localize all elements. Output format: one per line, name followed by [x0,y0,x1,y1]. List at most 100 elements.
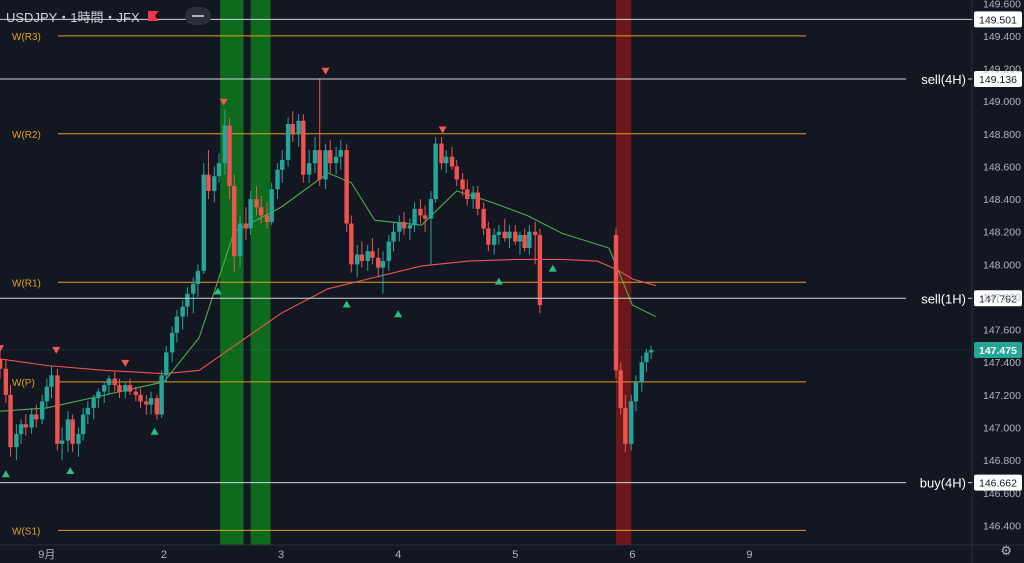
y-tick-label-1: 149.400 [983,31,1021,43]
price-axis[interactable]: 149.600 149.400 149.200 149.000 148.800 148.6… [983,0,1021,532]
candle-98 [513,225,518,245]
candle-body-97 [507,231,512,239]
candle-63 [328,140,333,173]
candle-body-104 [613,234,619,371]
candle-57 [296,114,301,147]
candle-45 [232,174,237,273]
candle-body-2 [8,394,13,448]
candle-16 [80,407,86,441]
candle-body-71 [370,251,375,258]
candle-body-55 [285,124,291,160]
pivot-label-2: W(R1) [12,278,41,289]
candle-body-100 [522,234,527,249]
candle-body-27 [138,394,143,402]
candle-60 [312,137,318,173]
sell-signal-triangle-3 [219,98,228,106]
candle-26 [133,386,139,402]
candle-body-29 [148,398,154,405]
pivot-label-1: W(R2) [12,130,41,141]
candle-body-105 [618,370,623,408]
candle-5 [23,414,28,436]
candle-body-64 [333,156,339,164]
candle-body-91 [475,192,481,209]
visibility-toggle-icon[interactable] [184,7,211,25]
candle-24 [123,381,128,399]
price-line-value-0: 149.501 [979,14,1017,26]
candle-62 [323,143,328,190]
candle-66 [344,143,349,232]
candle-65 [338,140,343,170]
y-tick-label-13: 147.000 [983,423,1021,435]
buy-signal-triangle-1 [66,466,75,474]
candle-body-40 [206,174,211,191]
symbol-header[interactable]: USDJPY・1時間・JFX [6,6,211,26]
settings-gear-icon[interactable]: ⚙ [1000,543,1012,558]
candle-73 [380,251,386,294]
candle-35 [180,300,185,330]
last-price-badge [974,342,1022,359]
candle-body-107 [629,401,634,444]
candle-body-62 [323,150,328,180]
candle-1 [3,358,9,404]
candle-78 [407,218,413,240]
candle-30 [154,394,160,420]
buy-signal-triangle-7 [548,264,557,272]
zone-green-0 [220,0,244,545]
y-tick-label-8: 148.000 [983,259,1021,271]
price-line-label-bg-3 [906,473,968,492]
candle-28 [144,394,149,415]
candle-68 [354,244,360,278]
candle-91 [475,186,481,216]
candle-17 [85,401,91,425]
price-line-badge-1 [974,70,1022,87]
candle-body-3 [14,434,19,448]
candle-79 [412,202,417,232]
candle-7 [34,404,39,428]
pivot-label-0: W(R3) [12,32,41,43]
candle-3 [14,424,19,461]
candle-95 [496,225,502,245]
price-line-badge-3 [974,474,1022,491]
candle-58 [301,114,306,183]
price-line-label-1: sell(4H) [921,72,966,87]
candle-body-5 [23,424,28,428]
candle-72 [376,248,381,278]
candle-19 [96,388,101,408]
candle-15 [76,427,81,457]
candle-body-39 [201,174,206,271]
candle-body-10 [49,375,54,387]
candle-body-69 [359,254,365,262]
candle-108 [633,375,639,412]
candle-50 [258,195,264,224]
candle-34 [174,310,180,343]
candle-83 [433,137,438,203]
candle-body-66 [344,150,349,224]
candle-body-32 [164,352,169,376]
candle-body-49 [254,199,259,208]
candle-46 [237,215,243,268]
candle-6 [29,407,34,435]
candle-21 [106,375,112,395]
candle-body-109 [639,362,644,382]
candle-51 [264,202,270,229]
candle-body-14 [70,419,75,444]
candle-body-28 [144,401,149,405]
candle-52 [269,182,274,226]
highlight-zones [220,0,632,545]
candle-body-89 [465,189,470,200]
candle-body-33 [169,332,175,353]
candle-41 [212,166,217,203]
candle-body-16 [80,414,86,435]
candle-body-108 [633,381,639,402]
candle-body-102 [532,231,538,235]
candle-102 [532,221,538,265]
candle-109 [639,355,644,392]
flag-icon[interactable] [147,11,159,21]
time-axis[interactable]: 9月 2 3 4 5 6 9 [38,549,752,561]
candle-body-41 [212,176,217,191]
candle-body-65 [338,150,343,157]
candle-88 [460,172,465,196]
x-tick-label-4: 5 [512,549,518,561]
candle-body-34 [174,316,180,333]
